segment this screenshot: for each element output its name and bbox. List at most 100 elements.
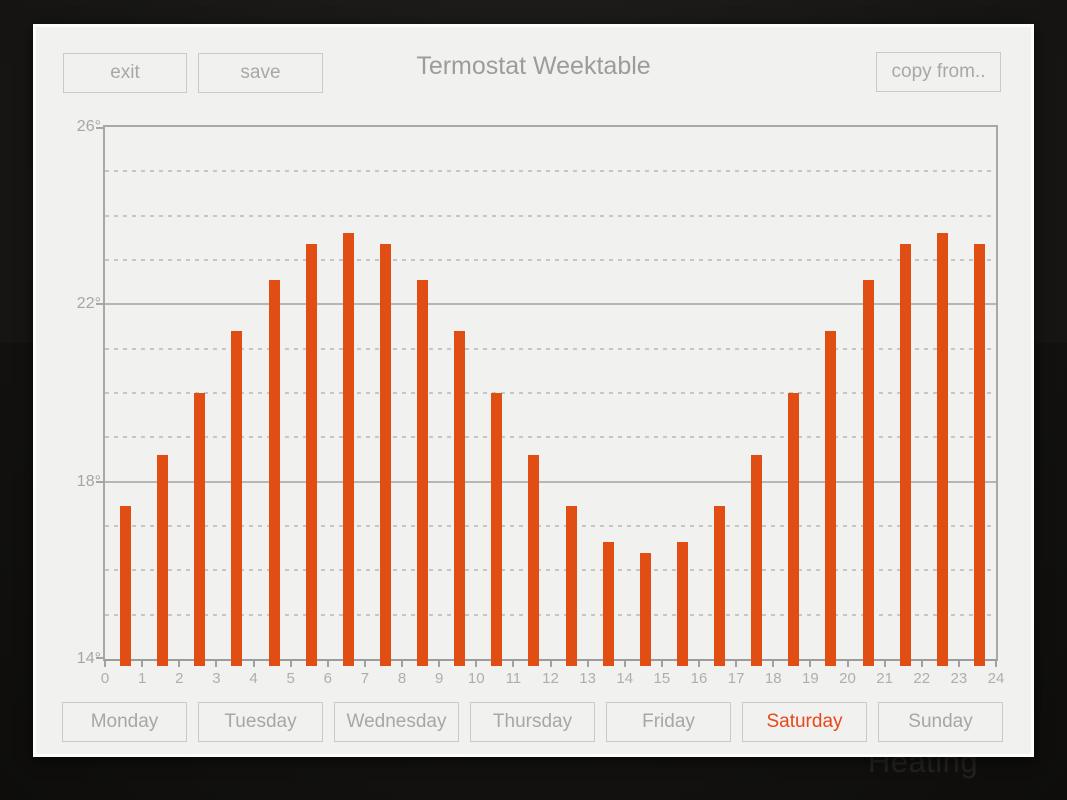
x-tick-label-9: 9	[434, 670, 444, 687]
x-tick-0	[104, 661, 106, 667]
day-button-friday[interactable]: Friday	[606, 702, 731, 742]
bar-hour-7[interactable]	[379, 244, 391, 666]
x-tick-label-20: 20	[839, 670, 856, 687]
y-axis-tick-18	[96, 480, 105, 483]
x-tick-label-13: 13	[579, 670, 596, 687]
x-tick-21	[883, 661, 886, 667]
day-button-wednesday[interactable]: Wednesday	[334, 702, 459, 742]
bar-hour-16[interactable]	[714, 506, 726, 666]
x-tick-17	[735, 661, 738, 667]
gridline-dashed-15	[105, 613, 996, 616]
bar-hour-22[interactable]	[936, 233, 948, 666]
x-tick-label-5: 5	[286, 670, 295, 687]
bar-hour-11[interactable]	[528, 455, 540, 666]
x-tick-11	[512, 661, 515, 667]
x-tick-label-23: 23	[950, 670, 968, 687]
bar-hour-23[interactable]	[973, 244, 985, 666]
y-axis-tick-26	[96, 127, 105, 129]
y-axis-label-26: 26°	[76, 118, 101, 135]
x-tick-label-18: 18	[764, 670, 782, 687]
x-tick-20	[846, 661, 849, 667]
save-button[interactable]: save	[198, 53, 323, 93]
gridline-dashed-21	[105, 347, 996, 350]
gridline-dashed-20	[105, 392, 996, 394]
x-tick-label-8: 8	[397, 670, 407, 687]
x-tick-label-2: 2	[175, 670, 184, 687]
y-axis-tick-14	[96, 657, 105, 659]
x-tick-label-24: 24	[987, 670, 1005, 687]
bar-hour-10[interactable]	[491, 393, 503, 666]
bar-hour-14[interactable]	[639, 552, 651, 666]
bar-hour-4[interactable]	[268, 279, 280, 666]
gridline-dashed-17	[105, 525, 996, 527]
x-tick-14	[623, 661, 626, 667]
bar-hour-2[interactable]	[194, 393, 206, 666]
bar-hour-0[interactable]	[120, 506, 132, 666]
x-tick-23	[957, 661, 960, 667]
bar-hour-19[interactable]	[825, 330, 837, 666]
bar-hour-17[interactable]	[751, 455, 763, 666]
bar-hour-12[interactable]	[565, 506, 577, 666]
x-tick-16	[698, 661, 700, 667]
bar-hour-8[interactable]	[417, 279, 429, 666]
bar-hour-21[interactable]	[899, 244, 911, 666]
x-tick-label-21: 21	[876, 670, 893, 687]
x-tick-label-15: 15	[653, 670, 671, 687]
x-tick-6	[326, 661, 329, 667]
x-tick-5	[289, 661, 292, 667]
y-axis-tick-22	[96, 303, 105, 306]
x-tick-3	[215, 661, 218, 667]
day-button-tuesday[interactable]: Tuesday	[198, 702, 323, 742]
x-tick-10	[475, 661, 478, 667]
page-title: Termostat Weektable	[416, 52, 651, 80]
x-tick-label-10: 10	[467, 670, 485, 687]
x-tick-label-6: 6	[323, 670, 332, 687]
day-button-saturday[interactable]: Saturday	[742, 702, 867, 742]
y-axis-label-18: 18°	[76, 472, 101, 490]
bar-hour-1[interactable]	[157, 455, 169, 666]
x-tick-label-7: 7	[360, 670, 370, 687]
x-tick-12	[549, 661, 552, 667]
chart-plot-area	[96, 125, 998, 666]
x-tick-label-0: 0	[100, 670, 110, 687]
bar-hour-6[interactable]	[342, 233, 354, 666]
gridline-dashed-24	[105, 214, 996, 217]
x-tick-19	[809, 661, 812, 667]
x-tick-13	[586, 661, 589, 667]
x-tick-label-1: 1	[137, 670, 147, 687]
bar-hour-3[interactable]	[231, 330, 243, 666]
bar-hour-9[interactable]	[454, 330, 466, 666]
day-button-thursday[interactable]: Thursday	[470, 702, 595, 742]
x-tick-1	[141, 661, 144, 667]
x-tick-4	[252, 661, 255, 667]
x-tick-8	[401, 661, 403, 667]
bar-hour-13[interactable]	[602, 541, 614, 666]
x-tick-label-16: 16	[690, 670, 708, 687]
x-tick-9	[438, 661, 441, 667]
x-tick-label-11: 11	[505, 670, 522, 687]
y-axis-label-22: 22°	[76, 295, 101, 313]
x-tick-label-4: 4	[249, 670, 258, 687]
x-tick-label-3: 3	[212, 670, 221, 687]
bar-hour-20[interactable]	[862, 279, 874, 666]
exit-button[interactable]: exit	[63, 53, 187, 93]
x-tick-label-17: 17	[727, 670, 745, 687]
x-tick-22	[920, 661, 923, 667]
y-axis-label-14: 14°	[76, 650, 101, 667]
gridline-dashed-23	[105, 259, 996, 261]
x-tick-18	[772, 661, 775, 667]
thermostat-weektable-panel: exit save Termostat Weektable copy from.…	[33, 24, 1034, 757]
day-button-monday[interactable]: Monday	[62, 702, 187, 742]
x-axis: 0 1 2 3 4 5 6 7 8 9 10 11 12 13 14 15 16 17 18 19 20 21 22 23 24	[101, 661, 1004, 705]
x-tick-7	[363, 661, 366, 667]
x-tick-24	[995, 661, 997, 667]
x-tick-15	[660, 661, 663, 667]
bar-hour-15[interactable]	[676, 541, 688, 666]
gridline-dashed-16	[105, 569, 996, 572]
copy-from-button[interactable]: copy from..	[876, 52, 1001, 92]
day-button-sunday[interactable]: Sunday	[878, 702, 1003, 742]
bar-hour-18[interactable]	[788, 393, 800, 666]
bar-hour-5[interactable]	[305, 244, 317, 666]
x-tick-2	[178, 661, 181, 667]
gridline-dashed-25	[105, 170, 996, 173]
